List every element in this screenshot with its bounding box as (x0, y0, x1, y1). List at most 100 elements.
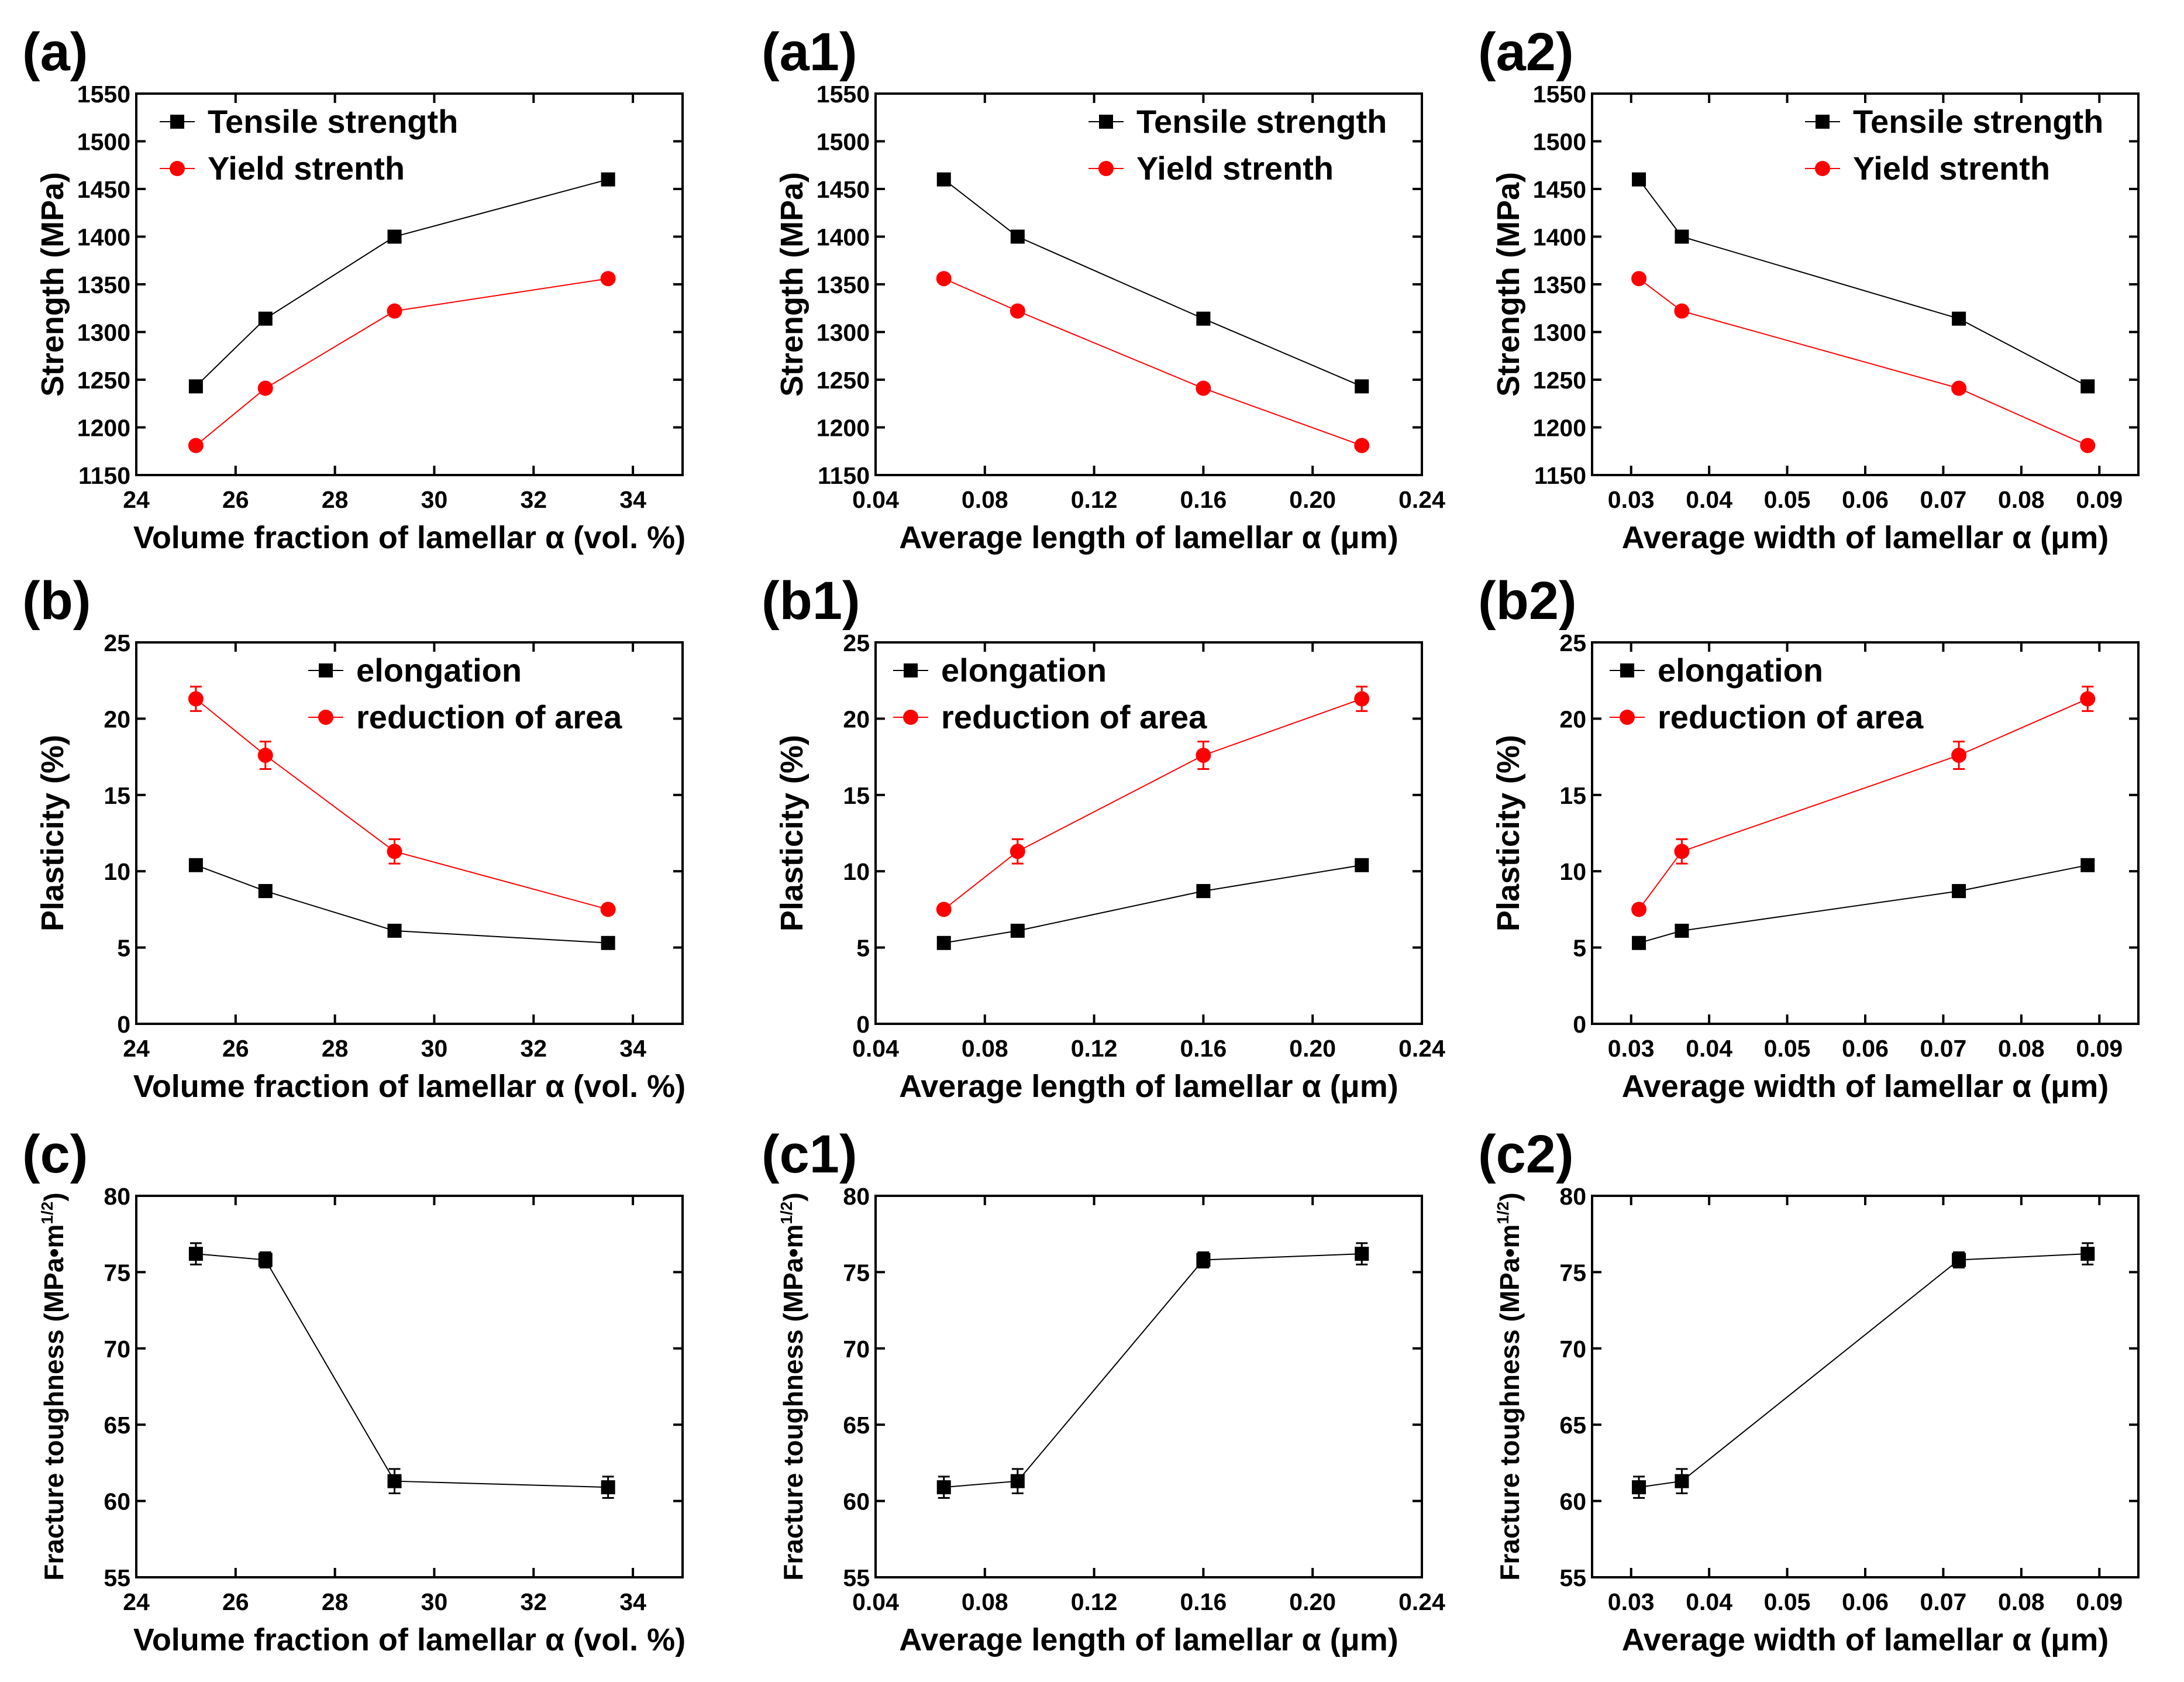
series-reduction-of-area (188, 686, 616, 917)
y-tick-label: 1400 (1533, 224, 1586, 251)
legend: elongation reduction of area (308, 652, 622, 735)
series-tensile-strength (936, 172, 1369, 394)
x-tick-label: 0.04 (852, 1588, 899, 1615)
x-tick-label: 0.06 (1842, 486, 1889, 513)
series-line (943, 864, 1362, 944)
y-tick-label: 1500 (817, 129, 870, 156)
x-tick-label: 0.12 (1071, 486, 1118, 513)
data-point-square (1196, 1253, 1211, 1267)
plot-frame (874, 641, 1423, 1025)
data-point-circle (257, 747, 273, 763)
data-point-circle (1354, 691, 1370, 707)
legend-marker-circle (903, 710, 918, 725)
data-point-square (1675, 923, 1689, 938)
y-tick-label: 75 (104, 1259, 130, 1286)
legend-marker-circle (1620, 710, 1635, 725)
panel-label: (b) (22, 571, 91, 631)
x-tick-label: 0.16 (1180, 1035, 1227, 1062)
x-tick-label: 0.12 (1071, 1588, 1118, 1615)
y-tick-label: 65 (843, 1412, 870, 1439)
y-tick-label: 1450 (77, 176, 130, 203)
x-axis-label: Volume fraction of lamellar α (vol. %) (133, 1622, 685, 1657)
y-axis-label-main: Fracture toughness (MPa•m (1494, 1224, 1525, 1581)
series-line (1638, 1253, 2088, 1488)
data-point-square (387, 229, 402, 244)
legend: elongation reduction of area (893, 652, 1207, 735)
x-tick-label: 0.24 (1398, 1035, 1445, 1062)
data-point-circle (1631, 902, 1647, 917)
legend-label: Yield strenth (1136, 150, 1334, 187)
y-axis-label: Plasticity (%) (774, 735, 809, 931)
legend-marker-square (1816, 115, 1830, 129)
data-point-circle (1196, 380, 1211, 396)
y-axis-label: Strength (MPa) (1491, 172, 1526, 397)
x-tick-label: 0.03 (1608, 1035, 1655, 1062)
y-tick-label: 70 (104, 1336, 130, 1363)
data-point-square (936, 935, 951, 950)
x-tick-label: 0.07 (1920, 1588, 1967, 1615)
panel-label: (c1) (762, 1124, 857, 1184)
series-reduction-of-area (1631, 686, 2096, 917)
data-point-square (601, 935, 615, 950)
legend-marker-square (1099, 115, 1113, 129)
data-point-square (387, 1474, 402, 1488)
data-point-square (1355, 379, 1369, 394)
legend-item: Tensile strength (1805, 103, 2103, 140)
series-line (943, 278, 1362, 446)
data-point-square (601, 1480, 615, 1495)
y-tick-label: 5 (1573, 935, 1586, 962)
series-line (195, 1253, 608, 1488)
data-point-circle (188, 691, 204, 707)
x-tick-label: 32 (520, 486, 547, 513)
legend: elongation reduction of area (1610, 652, 1924, 735)
x-axis-label: Average width of lamellar α (μm) (1622, 1069, 2109, 1104)
x-tick-label: 0.08 (962, 1035, 1008, 1062)
y-tick-label: 10 (843, 858, 870, 885)
x-tick-label: 34 (619, 1035, 646, 1062)
x-tick-label: 0.16 (1180, 486, 1227, 513)
series-reduction-of-area (936, 686, 1370, 917)
legend-item: reduction of area (893, 699, 1207, 735)
legend-item: Yield strenth (1088, 150, 1334, 187)
x-tick-label: 0.03 (1608, 486, 1655, 513)
y-axis-label: Strength (MPa) (35, 172, 70, 397)
x-tick-label: 24 (123, 1035, 150, 1062)
y-tick-label: 0 (117, 1011, 130, 1038)
series-elongation (936, 858, 1369, 950)
x-tick-label: 0.03 (1608, 1588, 1655, 1615)
y-tick-label: 1150 (1534, 462, 1586, 489)
x-tick-label: 32 (520, 1588, 547, 1615)
series-line (195, 178, 608, 387)
y-tick-label: 5 (117, 935, 130, 962)
data-point-square (1675, 229, 1689, 244)
legend-label: Tensile strength (1853, 103, 2103, 140)
series-yield-strenth (188, 271, 616, 453)
data-point-circle (1010, 844, 1025, 859)
series-fracture-toughness (188, 1242, 615, 1499)
y-tick-label: 15 (104, 782, 130, 809)
y-tick-label: 1250 (817, 367, 870, 394)
y-tick-label: 60 (843, 1488, 870, 1515)
panel-c1: (c1) 0.04 0.08 0.12 0.16 0.20 0.24 55 60 65 70 75 80… (762, 1124, 1445, 1657)
x-tick-label: 0.04 (1686, 1588, 1732, 1615)
x-tick-label: 0.12 (1071, 1035, 1118, 1062)
y-tick-label: 1350 (77, 271, 130, 298)
y-tick-label: 1250 (1533, 367, 1586, 394)
data-point-circle (2080, 691, 2096, 707)
legend-label: Tensile strength (208, 103, 458, 140)
y-tick-label: 70 (1559, 1336, 1586, 1363)
x-tick-label: 0.07 (1920, 486, 1967, 513)
legend: Tensile strength Yield strenth (1088, 103, 1387, 187)
data-point-square (1632, 172, 1646, 187)
legend-item: reduction of area (308, 699, 622, 735)
legend: Tensile strength Yield strenth (1805, 103, 2103, 187)
y-tick-label: 25 (104, 630, 130, 656)
x-tick-label: 24 (123, 1588, 150, 1615)
series-yield-strenth (1631, 271, 2096, 453)
legend-item: Yield strenth (1805, 150, 2050, 187)
y-tick-label: 1300 (1533, 319, 1586, 346)
data-point-square (188, 379, 203, 394)
x-tick-label: 0.24 (1398, 1588, 1445, 1615)
y-tick-label: 15 (843, 782, 870, 809)
panel-a: (a) 24 26 28 30 32 34 1150 1200 1250 1300 1350 1400 1… (22, 22, 685, 555)
